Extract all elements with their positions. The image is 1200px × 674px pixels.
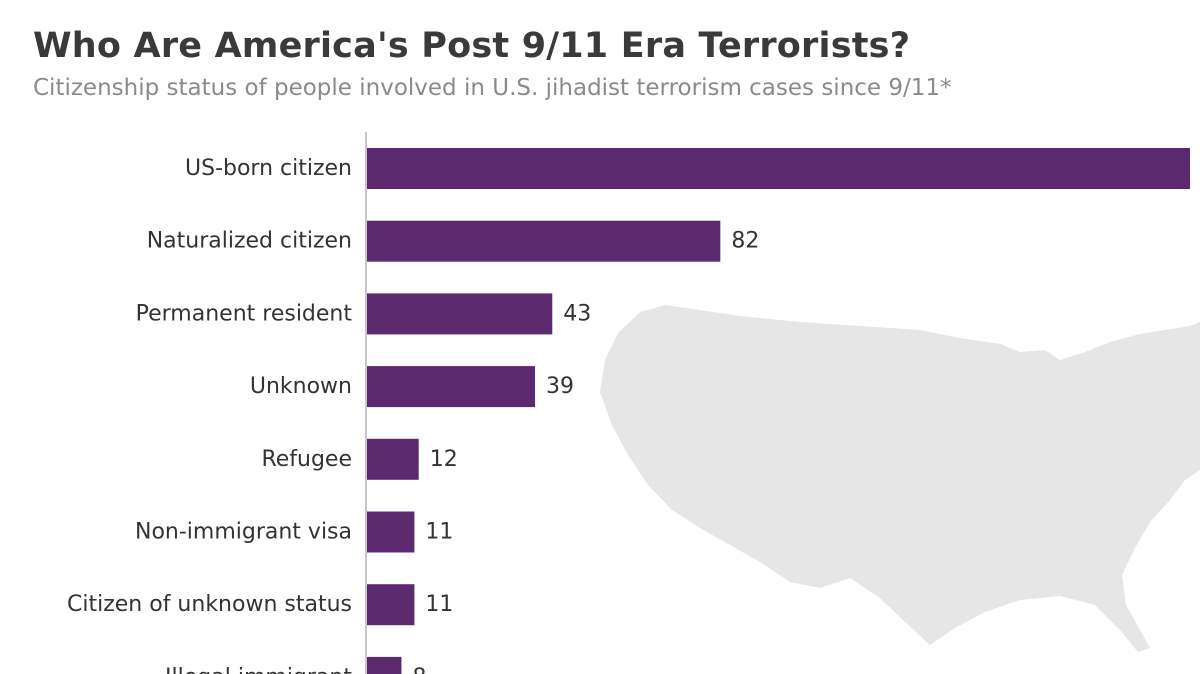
category-label: Illegal immigrant: [165, 665, 352, 674]
category-label: Refugee: [261, 447, 352, 472]
bar: [367, 438, 419, 480]
category-label: US-born citizen: [185, 156, 352, 181]
value-label: 39: [546, 374, 574, 399]
bar: [367, 584, 415, 626]
category-label: Naturalized citizen: [147, 229, 352, 254]
bar: [367, 148, 1190, 189]
bar: [367, 656, 402, 674]
category-label: Citizen of unknown status: [67, 592, 352, 617]
bar: [367, 220, 721, 262]
value-label: 11: [425, 592, 453, 617]
bar: [367, 293, 553, 335]
value-label: 82: [731, 229, 759, 254]
category-label: Permanent resident: [136, 301, 353, 326]
us-map-silhouette-icon: [600, 305, 1200, 652]
value-label: 8: [412, 665, 426, 674]
chart-subtitle: Citizenship status of people involved in…: [33, 75, 952, 101]
chart-title: Who Are America's Post 9/11 Era Terroris…: [33, 26, 911, 66]
value-label: 11: [425, 520, 453, 545]
value-label: 12: [430, 447, 458, 472]
category-label: Non-immigrant visa: [135, 520, 352, 545]
category-label: Unknown: [250, 374, 352, 399]
bar: [367, 511, 415, 553]
bar: [367, 366, 536, 408]
value-label: 43: [563, 301, 591, 326]
